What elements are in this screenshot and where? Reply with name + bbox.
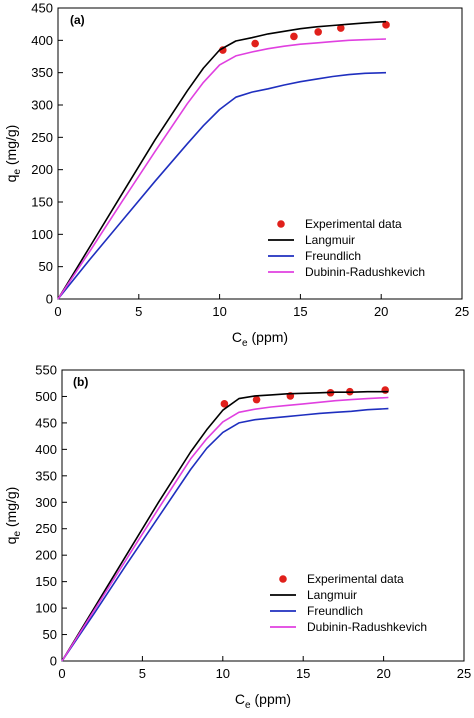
legend-label: Experimental data	[305, 217, 402, 231]
y-tick-label: 50	[39, 259, 53, 274]
y-tick-label: 200	[31, 162, 53, 177]
series-line-dubinin-radushkevich	[57, 38, 387, 300]
data-point-experimental-data	[251, 39, 259, 48]
x-axis-title: Ce (ppm)	[232, 329, 288, 349]
x-axis-title-unit: (ppm)	[248, 329, 288, 345]
y-tick-label: 250	[35, 521, 57, 536]
y-tick-label: 450	[31, 1, 53, 16]
legend-label: Freundlich	[305, 249, 361, 263]
chart-panel-a: 0 50 100 150 200 250 300 350 400 450 0 5 10 15 20 25 Ce …	[3, 1, 469, 350]
data-point-experimental-data	[290, 32, 298, 41]
y-tick-label: 0	[50, 654, 57, 669]
data-point-experimental-data	[252, 395, 261, 404]
x-axis-title-subscript: e	[245, 700, 251, 711]
y-tick-label: 400	[35, 442, 57, 457]
y-axis-title-subscript: e	[12, 169, 23, 175]
legend-label: Langmuir	[307, 588, 357, 602]
x-tick-label: 25	[457, 666, 471, 681]
data-point-experimental-data	[314, 28, 322, 36]
series-line-freundlich	[61, 407, 389, 662]
series-line-dubinin-radushkevich	[61, 396, 389, 662]
y-axis-title-unit: (mg/g)	[3, 487, 19, 531]
y-tick-label: 200	[35, 548, 57, 563]
y-tick-label: 250	[31, 130, 53, 145]
y-tick-label: 450	[35, 415, 57, 430]
series-line-langmuir	[57, 20, 387, 300]
y-tick-label: 400	[31, 33, 53, 48]
y-tick-label: 100	[31, 227, 53, 242]
y-tick-label: 100	[35, 601, 57, 616]
y-axis-title: qe (mg/g)	[3, 125, 23, 183]
legend-label: Freundlich	[307, 604, 363, 618]
x-tick-label: 5	[139, 666, 146, 681]
x-tick-label: 0	[58, 666, 65, 681]
x-axis-title-unit: (ppm)	[251, 691, 291, 707]
y-tick-label: 350	[35, 468, 57, 483]
y-axis-title-symbol: q	[3, 175, 19, 183]
y-tick-label: 150	[35, 574, 57, 589]
x-tick-label: 10	[212, 304, 226, 319]
series-line-langmuir	[61, 390, 389, 662]
y-axis-title-unit: (mg/g)	[3, 125, 19, 169]
y-tick-label: 500	[35, 389, 57, 404]
data-point-experimental-data	[381, 386, 390, 394]
plot-frame	[57, 7, 463, 300]
x-tick-label: 0	[54, 304, 61, 319]
y-tick-label: 300	[35, 495, 57, 510]
legend-marker	[279, 575, 287, 583]
series-line-freundlich	[57, 71, 387, 300]
y-axis-title-symbol: q	[3, 537, 19, 545]
data-point-experimental-data	[337, 24, 345, 32]
data-point-experimental-data	[219, 46, 227, 54]
legend-label: Dubinin-Radushkevich	[305, 265, 425, 279]
legend-label: Langmuir	[305, 233, 355, 247]
data-point-experimental-data	[220, 400, 229, 408]
y-tick-label: 0	[46, 292, 53, 307]
legend-marker	[277, 220, 285, 228]
x-tick-label: 5	[135, 304, 142, 319]
y-tick-label: 300	[31, 98, 53, 113]
y-tick-label: 350	[31, 65, 53, 80]
legend-label: Dubinin-Radushkevich	[307, 620, 427, 634]
panel-label: (b)	[73, 375, 88, 389]
x-tick-label: 25	[455, 304, 469, 319]
x-tick-label: 10	[216, 666, 230, 681]
y-tick-label: 550	[35, 363, 57, 378]
x-axis-title: Ce (ppm)	[235, 691, 291, 711]
x-axis-title-subscript: e	[242, 338, 248, 349]
x-axis-title-symbol: C	[232, 329, 242, 345]
y-axis-title: qe (mg/g)	[3, 487, 23, 545]
x-axis-title-symbol: C	[235, 691, 245, 707]
data-point-experimental-data	[382, 21, 390, 29]
legend: Experimental data Langmuir Freundlich Dubin…	[268, 217, 425, 279]
x-tick-label: 15	[293, 304, 307, 319]
plot-frame	[61, 369, 465, 662]
y-tick-label: 150	[31, 195, 53, 210]
y-tick-label: 50	[43, 627, 57, 642]
chart-panel-b: 0 50 100 150 200 250 300 350 400 450 500 550 0 5 10 15 2…	[3, 363, 471, 712]
legend-label: Experimental data	[307, 572, 404, 586]
x-tick-label: 20	[376, 666, 390, 681]
x-tick-label: 20	[374, 304, 388, 319]
x-tick-label: 15	[296, 666, 310, 681]
legend: Experimental data Langmuir Freundlich Dubin…	[270, 572, 427, 634]
y-axis-title-subscript: e	[12, 531, 23, 537]
panel-label: (a)	[70, 13, 85, 27]
